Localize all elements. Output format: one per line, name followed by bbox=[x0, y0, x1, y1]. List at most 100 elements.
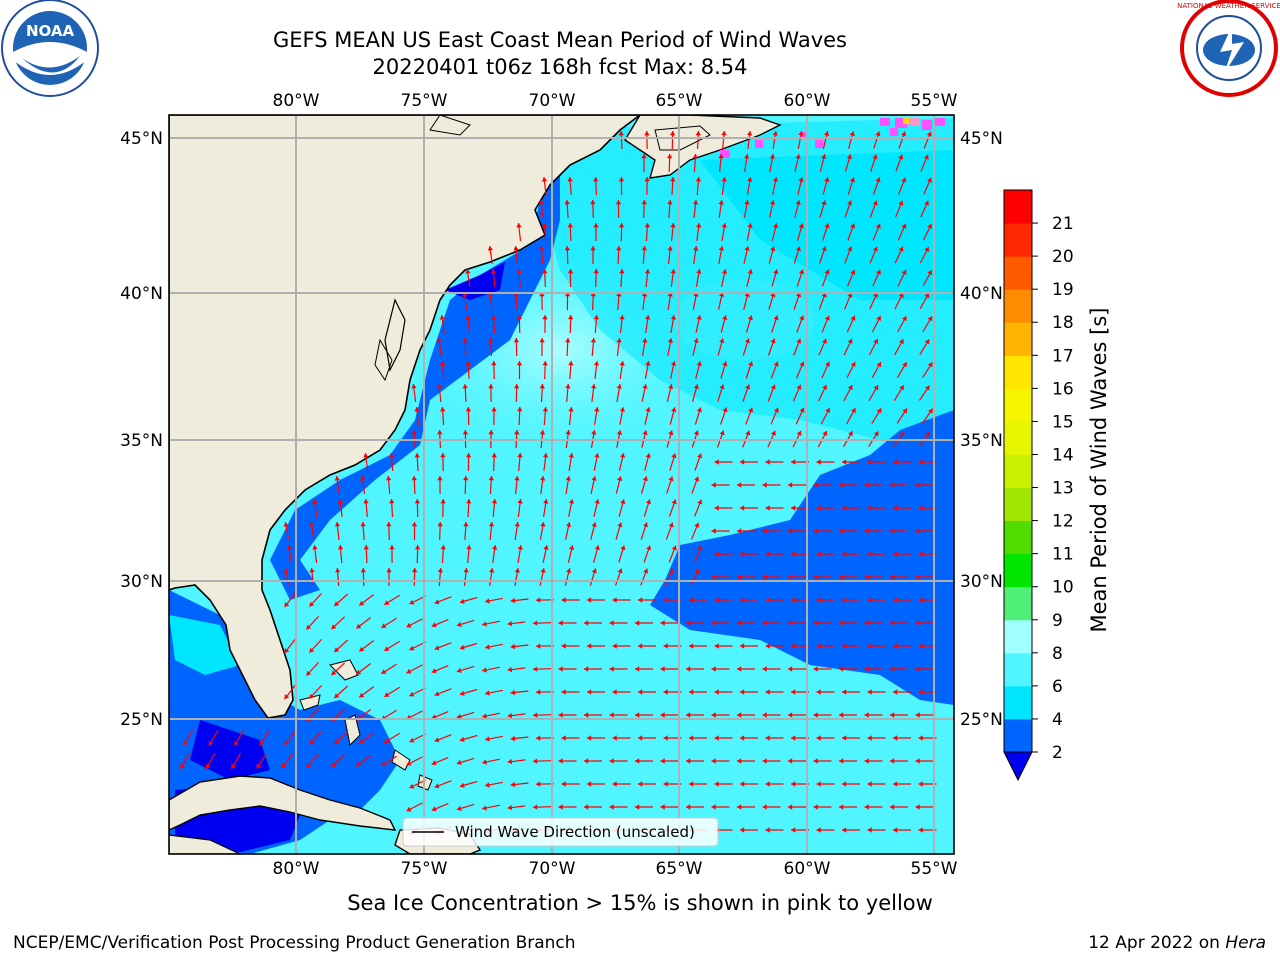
wind-wave-arrowhead bbox=[406, 668, 412, 674]
wind-wave-arrowhead bbox=[488, 338, 494, 343]
wind-wave-arrowhead bbox=[791, 459, 796, 465]
wind-wave-arrowhead bbox=[740, 827, 745, 833]
wind-wave-arrowhead bbox=[363, 545, 369, 550]
wind-wave-arrowhead bbox=[587, 643, 592, 649]
wind-wave-arrowhead bbox=[714, 505, 719, 511]
wind-wave-arrowhead bbox=[488, 522, 495, 527]
wind-wave-arrowhead bbox=[587, 597, 592, 603]
wind-wave-arrowhead bbox=[689, 689, 694, 695]
wind-wave-arrowhead bbox=[696, 223, 702, 228]
nws-logo: NATIONAL WEATHER SERVICE bbox=[1177, 0, 1280, 97]
wind-wave-arrowhead bbox=[437, 522, 443, 527]
wind-wave-arrowhead bbox=[770, 338, 776, 344]
wind-wave-arrowhead bbox=[902, 362, 907, 368]
wind-wave-arrowhead bbox=[714, 597, 719, 603]
wind-wave-arrowhead bbox=[686, 804, 691, 810]
wind-wave-arrowhead bbox=[434, 783, 440, 789]
colorbar-segment bbox=[1004, 256, 1032, 290]
wind-wave-arrowhead bbox=[488, 430, 494, 435]
wind-wave-arrowhead bbox=[638, 643, 643, 649]
wind-wave-arrowhead bbox=[839, 528, 844, 534]
wind-wave-arrowhead bbox=[436, 338, 443, 343]
colorbar-segment bbox=[1004, 520, 1032, 555]
wind-wave-arrowhead bbox=[890, 574, 895, 580]
wind-wave-arrowhead bbox=[898, 246, 904, 252]
wind-wave-arrowhead bbox=[762, 712, 767, 718]
wind-wave-arrowhead bbox=[795, 154, 801, 159]
wind-wave-arrowhead bbox=[641, 200, 647, 205]
wind-wave-arrowhead bbox=[872, 154, 878, 160]
wind-wave-arrowhead bbox=[915, 574, 920, 580]
wind-wave-arrowhead bbox=[686, 666, 691, 672]
wind-wave-arrowhead bbox=[740, 643, 745, 649]
wind-wave-arrowhead bbox=[660, 620, 665, 626]
wind-wave-arrowhead bbox=[356, 669, 362, 675]
wind-wave-arrowhead bbox=[740, 505, 745, 511]
wind-wave-arrowhead bbox=[711, 574, 716, 580]
wind-wave-arrowhead bbox=[813, 666, 818, 672]
wind-wave-arrowhead bbox=[208, 740, 214, 746]
wind-wave-arrowhead bbox=[915, 758, 920, 764]
wind-wave-arrowhead bbox=[737, 482, 742, 488]
wind-wave-arrowhead bbox=[721, 269, 728, 274]
footer-credit: NCEP/EMC/Verification Post Processing Pr… bbox=[13, 933, 576, 953]
wind-wave-arrowhead bbox=[306, 624, 312, 630]
wind-wave-arrowhead bbox=[360, 568, 366, 573]
wind-wave-arrowhead bbox=[612, 781, 617, 787]
colorbar-label: Mean Period of Wind Waves [s] bbox=[1087, 308, 1111, 633]
wind-wave-arrowhead bbox=[462, 338, 468, 343]
wind-wave-arrowhead bbox=[918, 735, 923, 741]
wind-wave-arrowhead bbox=[462, 384, 468, 389]
wind-wave-arrowhead bbox=[847, 200, 853, 206]
wind-wave-arrowhead bbox=[536, 689, 541, 695]
wind-wave-arrowhead bbox=[670, 361, 677, 366]
wind-wave-arrowhead bbox=[692, 154, 698, 159]
wind-wave-arrowhead bbox=[927, 223, 932, 229]
wind-wave-arrowhead bbox=[839, 758, 844, 764]
wind-wave-arrowhead bbox=[569, 545, 575, 550]
colorbar-segment bbox=[1004, 487, 1032, 522]
wind-wave-arrowhead bbox=[539, 338, 545, 343]
wind-wave-arrowhead bbox=[901, 131, 907, 137]
wind-wave-arrowhead bbox=[541, 177, 548, 182]
wind-wave-arrowhead bbox=[384, 646, 390, 651]
wind-wave-arrowhead bbox=[561, 689, 566, 695]
wind-wave-arrowhead bbox=[456, 805, 462, 811]
wind-wave-arrowhead bbox=[490, 269, 497, 274]
wind-wave-arrowhead bbox=[924, 293, 930, 299]
wind-wave-arrowhead bbox=[465, 269, 471, 274]
wind-wave-arrowhead bbox=[765, 827, 770, 833]
wind-wave-arrowhead bbox=[459, 690, 465, 696]
wind-wave-arrowhead bbox=[616, 246, 622, 251]
wind-wave-arrowhead bbox=[635, 758, 640, 764]
wind-wave-arrowhead bbox=[915, 712, 920, 718]
wind-wave-arrowhead bbox=[671, 499, 677, 505]
wind-wave-arrowhead bbox=[893, 551, 898, 557]
wind-wave-arrowhead bbox=[543, 499, 549, 504]
wind-wave-arrowhead bbox=[864, 804, 869, 810]
wind-wave-arrowhead bbox=[927, 316, 933, 322]
noaa-logo: NOAA bbox=[1, 0, 99, 97]
lat-label: 45°N bbox=[120, 129, 163, 149]
wind-wave-arrowhead bbox=[813, 712, 818, 718]
wind-wave-arrowhead bbox=[864, 758, 869, 764]
wind-wave-arrowhead bbox=[284, 648, 290, 654]
colorbar-segment bbox=[1004, 718, 1032, 753]
wind-wave-arrowhead bbox=[918, 827, 923, 833]
wind-wave-arrowhead bbox=[617, 476, 623, 481]
wind-wave-arrowhead bbox=[609, 758, 614, 764]
wind-wave-arrowhead bbox=[335, 568, 341, 573]
wind-wave-arrowhead bbox=[740, 689, 745, 695]
wind-wave-arrowhead bbox=[839, 666, 844, 672]
colorbar-segment bbox=[1004, 388, 1032, 422]
wind-wave-arrowhead bbox=[309, 601, 315, 607]
lat-label: 30°N bbox=[120, 572, 163, 592]
wind-wave-arrowhead bbox=[667, 200, 673, 205]
wind-wave-arrowhead bbox=[714, 735, 719, 741]
wind-wave-arrowhead bbox=[507, 758, 513, 765]
wind-wave-arrowhead bbox=[824, 315, 830, 321]
wind-wave-arrowhead bbox=[671, 453, 677, 459]
wind-wave-arrowhead bbox=[359, 646, 365, 652]
wind-wave-arrowhead bbox=[412, 568, 418, 573]
wind-wave-arrowhead bbox=[899, 431, 904, 437]
